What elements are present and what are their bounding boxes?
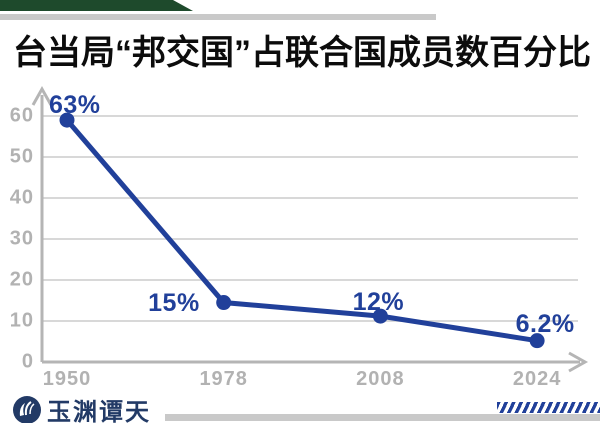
- y-axis-arrow-icon: [31, 85, 53, 106]
- data-point-marker: [529, 333, 545, 349]
- logo-text: 玉渊谭天: [47, 397, 151, 423]
- point-value-label: 63%: [49, 91, 101, 120]
- data-point-marker: [216, 295, 232, 311]
- x-tick-label: 2024: [512, 368, 562, 390]
- trend-line: [65, 118, 538, 344]
- y-tick-label: 50: [9, 145, 34, 168]
- yuyuan-tantian-logo-icon: [13, 395, 41, 423]
- y-tick-label: 10: [9, 309, 34, 332]
- gridlines: [42, 115, 578, 322]
- x-tick-label: 1978: [199, 368, 248, 390]
- y-tick-label: 0: [21, 350, 34, 373]
- y-tick-label: 30: [9, 227, 34, 250]
- x-tick-label: 1950: [42, 368, 92, 390]
- data-point-marker: [372, 308, 388, 324]
- data-point-marker: [59, 112, 75, 128]
- header-green-accent-bar: [0, 0, 193, 11]
- yuyuan-tantian-logo: 玉渊谭天: [12, 392, 151, 423]
- point-value-label: 15%: [148, 288, 200, 317]
- y-tick-label: 60: [9, 104, 34, 127]
- y-tick-label: 20: [9, 268, 34, 291]
- line-series: [59, 112, 545, 349]
- chart-title: 台当局“邦交国”占联合国成员数百分比: [13, 34, 591, 72]
- x-tick-label: 2008: [356, 368, 405, 390]
- point-value-label: 12%: [352, 288, 405, 317]
- decorative-stripes: [497, 402, 600, 413]
- footer-gray-bar: [165, 414, 600, 421]
- header-gray-bar: [0, 14, 436, 20]
- x-axis-arrow-icon: [568, 351, 589, 373]
- point-value-label: 6.2%: [515, 309, 575, 338]
- y-tick-label: 40: [9, 186, 34, 209]
